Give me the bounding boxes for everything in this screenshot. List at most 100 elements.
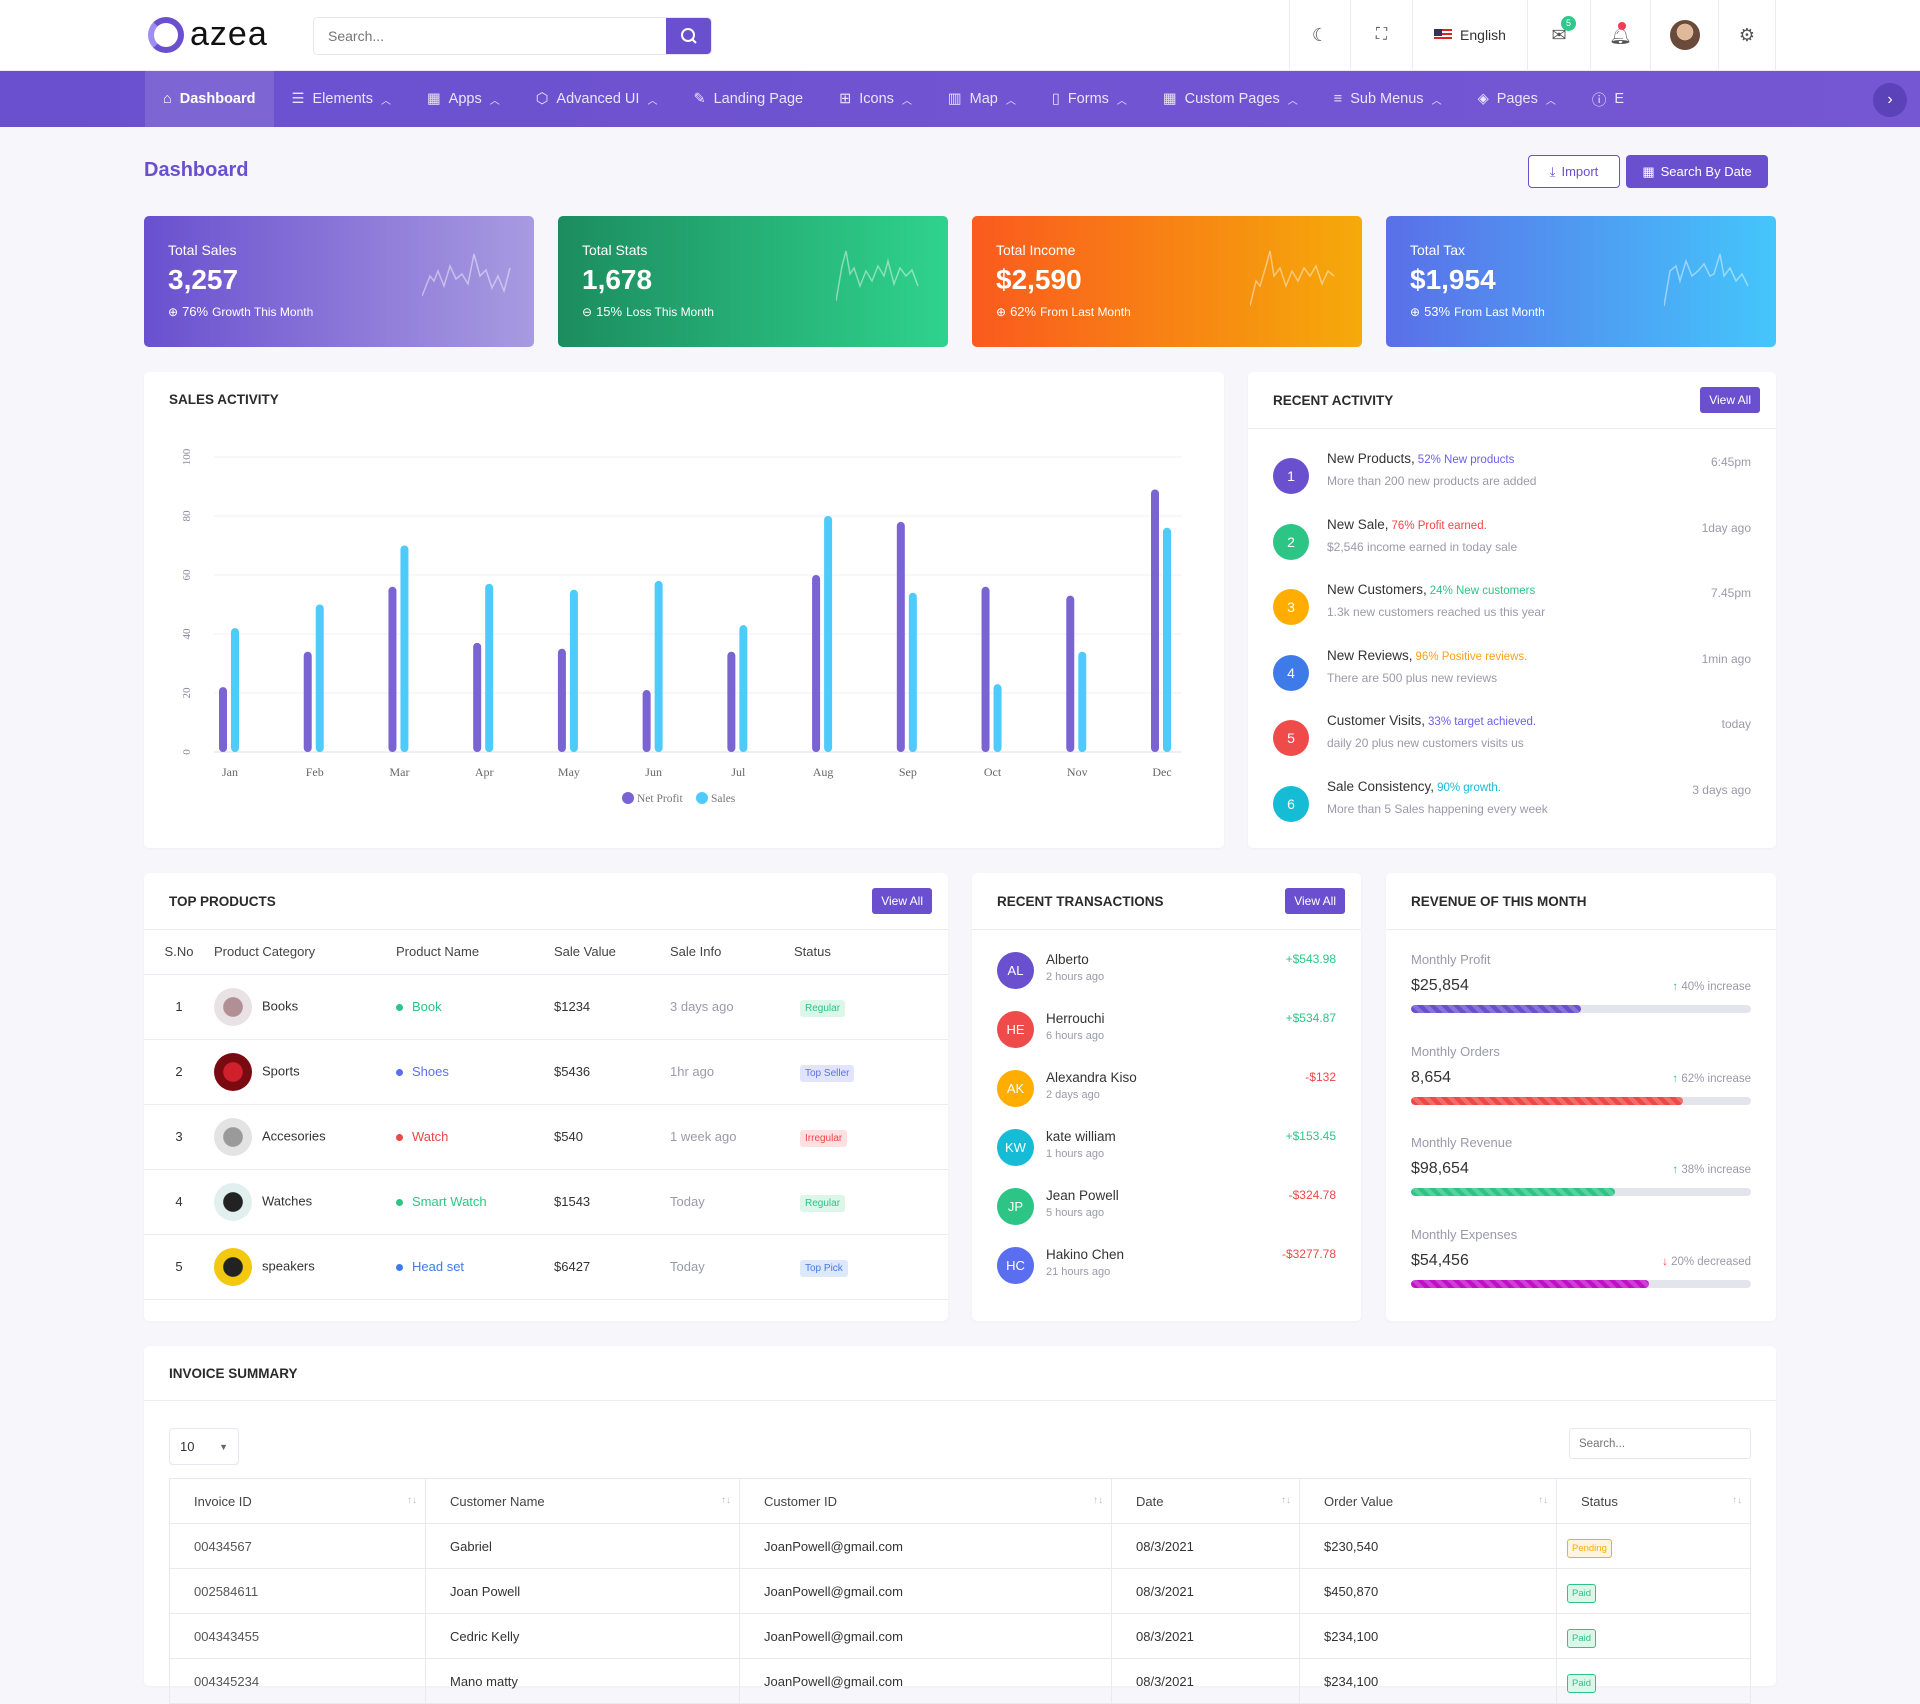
revenue-change: 38% increase [1681,1164,1751,1176]
nav-item-e[interactable]: ⓘ E [1574,71,1642,127]
search-button[interactable] [666,18,711,54]
messages-button[interactable]: ✉ 5 [1527,0,1590,70]
stat-note: From Last Month [1454,304,1545,319]
search-by-date-button[interactable]: ▦ Search By Date [1626,155,1768,188]
revenue-label: Monthly Expenses [1411,1226,1518,1242]
transaction-item: AK Alexandra Kiso 2 days ago -$132 [997,1070,1336,1129]
transaction-time: 5 hours ago [1046,1207,1105,1219]
avatar: HC [997,1247,1034,1284]
x-tick-label: Aug [813,765,834,779]
transaction-amount: +$153.45 [1285,1129,1336,1143]
nav-item-dashboard[interactable]: ⌂ Dashboard [145,71,274,127]
stat-card-total-tax: Total Tax $1,954 ⊕ 53% From Last Month [1386,216,1776,347]
column-header[interactable]: Invoice ID ↑↓ [169,1478,426,1524]
stat-title: Total Sales [168,242,237,258]
table-row: 004343455 Cedric Kelly JoanPowell@gmail.co… [169,1613,1751,1659]
nav-item-forms[interactable]: ▯ Forms ︿ [1034,71,1145,127]
product-category: Sports [262,1062,300,1078]
product-image [214,1247,252,1286]
product-name[interactable]: Watch [412,1129,449,1144]
logo-icon [148,16,184,53]
bar-sales [654,580,663,752]
transaction-name: Jean Powell [1046,1188,1119,1203]
column-header[interactable]: Customer Name ↑↓ [425,1478,740,1524]
invoice-value: $230,540 [1299,1523,1557,1569]
stat-title: Total Stats [582,242,648,258]
language-label: English [1460,27,1506,43]
invoice-id: 004345234 [169,1658,426,1704]
arrow-up-icon: ↑ [1672,981,1679,993]
settings-button[interactable]: ⚙ [1718,0,1776,70]
activity-description: More than 200 new products are added [1327,474,1537,488]
view-all-button[interactable]: View All [1700,387,1760,413]
product-name[interactable]: Book [412,999,442,1014]
language-selector[interactable]: English [1412,0,1527,70]
activity-description: 1.3k new customers reached us this year [1327,605,1546,620]
avatar: KW [997,1129,1034,1166]
column-header: Sale Value [554,930,670,975]
status-dot [396,1199,403,1206]
nav-item-icons[interactable]: ⊞ Icons ︿ [821,71,930,127]
bar-sales [1163,527,1171,752]
arrow-up-icon: ↑ [1672,1072,1679,1085]
invoice-search-input[interactable] [1569,1428,1751,1459]
bar-net-profit [1066,595,1075,752]
invoice-date: 08/3/2021 [1111,1658,1300,1704]
search-input[interactable] [314,18,666,54]
product-name[interactable]: Smart Watch [412,1194,487,1209]
nav-scroll-right-button[interactable]: › [1873,83,1907,117]
view-all-button[interactable]: View All [872,888,932,914]
column-header[interactable]: Customer ID ↑↓ [739,1478,1112,1524]
theme-toggle-button[interactable]: ☾ [1289,0,1350,70]
column-header[interactable]: Date ↑↓ [1111,1478,1300,1524]
progress-bar [1411,1005,1751,1013]
invoice-date: 08/3/2021 [1111,1568,1300,1614]
product-name[interactable]: Shoes [412,1064,449,1079]
column-header[interactable]: Order Value ↑↓ [1299,1478,1557,1524]
bar-net-profit [388,586,397,752]
serial-number: 3 [144,1104,214,1170]
status-badge: Paid [1567,1583,1597,1603]
nav-item-custom-pages[interactable]: ▦ Custom Pages ︿ [1145,71,1316,127]
calendar-icon: ▦ [1642,163,1655,179]
view-all-button[interactable]: View All [1285,888,1345,914]
nav-item-elements[interactable]: ☰ Elements ︿ [274,71,409,127]
y-tick-label: 60 [181,569,193,581]
nav-item-landing-page[interactable]: ✎ Landing Page [675,71,821,127]
nav-item-label: Custom Pages [1184,91,1280,107]
bar-sales [1078,651,1087,752]
nav-item-sub-menus[interactable]: ≡ Sub Menus ︿ [1316,71,1460,127]
chevron-up-icon: ︿ [1287,95,1298,107]
revenue-value: 8,654 [1411,1068,1452,1086]
page-size-select[interactable]: 10 ▼ [169,1428,239,1465]
invoice-cid: JoanPowell@gmail.com [739,1523,1112,1569]
nav-item-map[interactable]: ▥ Map ︿ [930,71,1034,127]
revenue-item: Monthly Orders 8,654 ↑ 62% increase [1411,1044,1751,1105]
gear-icon: ⚙ [1738,24,1756,45]
notifications-button[interactable]: 🔔︎ [1590,0,1650,70]
nav-item-apps[interactable]: ▦ Apps ︿ [409,71,518,127]
card-title: TOP PRODUCTS [169,893,276,909]
profile-button[interactable] [1650,0,1718,70]
product-name[interactable]: Head set [412,1259,465,1274]
sort-icon: ↑↓ [1093,1495,1103,1506]
caret-down-icon: ▼ [219,1441,228,1452]
x-tick-label: Jan [222,765,238,779]
revenue-value: $54,456 [1411,1251,1469,1269]
y-tick-label: 20 [181,687,193,699]
logo[interactable]: azea [148,15,268,54]
import-button[interactable]: ⤓ Import [1528,155,1620,188]
column-header[interactable]: Status ↑↓ [1556,1478,1751,1524]
box-icon: ⬡ [535,91,549,107]
sparkline [1250,250,1335,307]
main-nav: ⌂ Dashboard ☰ Elements ︿ ▦ Apps ︿ ⬡ Adva… [0,71,1920,127]
status-badge: Irregular [800,1130,848,1147]
sale-info: Today [670,1234,794,1300]
map-icon: ▥ [947,91,962,107]
nav-item-pages[interactable]: ◈ Pages ︿ [1460,71,1574,127]
serial-number: 1 [144,974,214,1040]
nav-item-advanced-ui[interactable]: ⬡ Advanced UI ︿ [518,71,676,127]
fullscreen-button[interactable]: ⛶ [1350,0,1412,70]
card-title: SALES ACTIVITY [169,392,279,407]
table-row: 00434567 Gabriel JoanPowell@gmail.com 08/3/… [169,1523,1751,1569]
